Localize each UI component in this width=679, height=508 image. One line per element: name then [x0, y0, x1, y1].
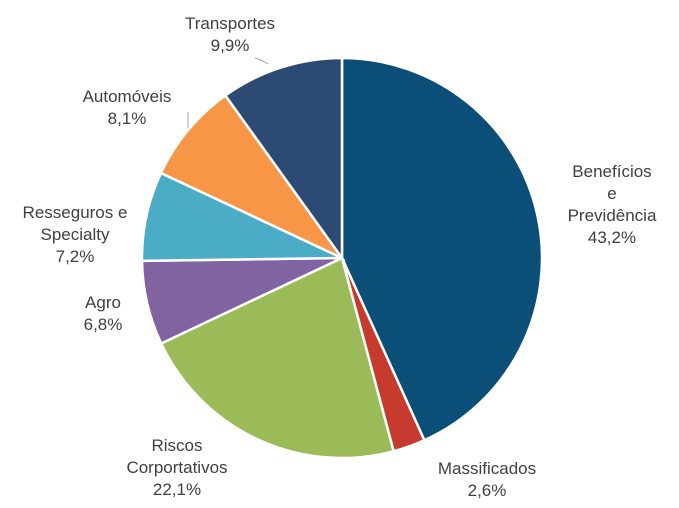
- slice-label: Massificados 2,6%: [438, 458, 536, 502]
- value-label: 2,6%: [467, 481, 507, 500]
- pie-slice: [340, 56, 544, 442]
- value-label: 22,1%: [152, 480, 202, 499]
- slice-label: Resseguros e Specialty 7,2%: [23, 202, 128, 268]
- value-label: 9,9%: [210, 36, 250, 55]
- slice-label: Automóveis 8,1%: [83, 86, 172, 130]
- category-label: Automóveis: [82, 87, 172, 106]
- category-label: Benefícios e Previdência: [567, 162, 657, 225]
- slice-label: Agro 6,8%: [84, 292, 123, 336]
- category-label: Transportes: [184, 14, 276, 33]
- category-label: Riscos Corportativos: [126, 436, 228, 477]
- slice-label: Transportes 9,9%: [185, 13, 275, 57]
- category-label: Agro: [85, 293, 121, 312]
- value-label: 6,8%: [83, 315, 123, 334]
- pie-slice: [223, 56, 344, 262]
- category-label: Massificados: [437, 459, 537, 478]
- category-label: Resseguros e Specialty: [22, 203, 128, 244]
- slice-label: Riscos Corportativos 22,1%: [126, 435, 227, 501]
- leader-line: [254, 57, 269, 65]
- value-label: 8,1%: [107, 109, 147, 128]
- pie-slice: [159, 256, 396, 460]
- pie-slice: [159, 93, 346, 262]
- value-label: 7,2%: [55, 247, 95, 266]
- slice-label: Benefícios e Previdência 43,2%: [568, 161, 657, 249]
- value-label: 43,2%: [587, 228, 637, 247]
